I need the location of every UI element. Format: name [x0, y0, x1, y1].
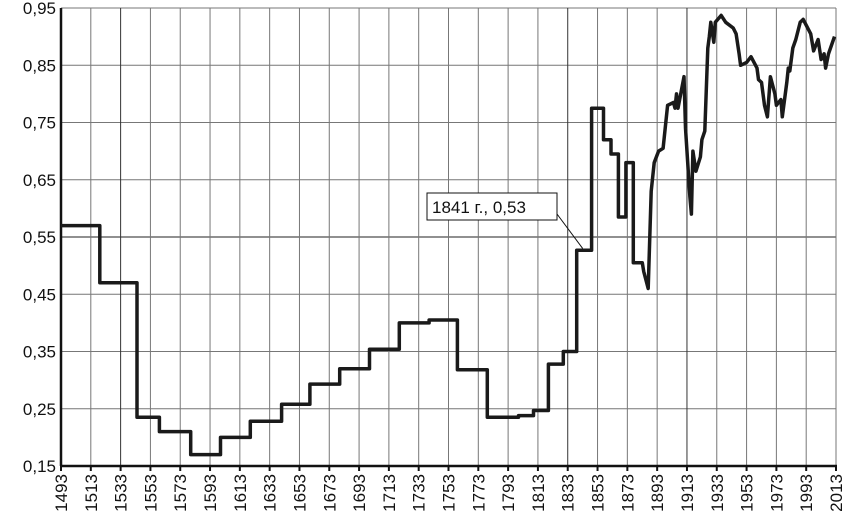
x-tick-label: 1853	[589, 474, 608, 512]
x-tick-label: 1793	[499, 474, 518, 512]
x-tick-label: 1913	[678, 474, 697, 512]
x-tick-label: 1893	[648, 474, 667, 512]
annotation-leader-line	[556, 213, 584, 249]
x-tick-label: 1733	[410, 474, 429, 512]
x-tick-label: 1933	[708, 474, 727, 512]
x-tick-label: 1773	[469, 474, 488, 512]
x-tick-label: 1513	[82, 474, 101, 512]
grid	[60, 7, 837, 467]
y-tick-label: 0,95	[23, 0, 56, 18]
x-tick-label: 1653	[290, 474, 309, 512]
y-tick-label: 0,75	[23, 114, 56, 133]
x-tick-label: 1553	[141, 474, 160, 512]
x-tick-label: 1713	[380, 474, 399, 512]
x-tick-label: 1633	[261, 474, 280, 512]
y-tick-label: 0,25	[23, 400, 56, 419]
x-tick-label: 1593	[201, 474, 220, 512]
x-tick-label: 1953	[738, 474, 757, 512]
x-tick-label: 1533	[112, 474, 131, 512]
x-tick-label: 1873	[618, 474, 637, 512]
y-tick-label: 0,85	[23, 56, 56, 75]
x-tick-label: 2013	[827, 474, 842, 512]
annotation: 1841 г., 0,53	[426, 192, 584, 249]
x-tick-labels: 1493 1513 1533 1553 1573 1593 1613 1633 1653 1673…	[52, 474, 842, 512]
x-tick-label: 1613	[231, 474, 250, 512]
x-tick-label: 1493	[52, 474, 71, 512]
x-tick-label: 1673	[320, 474, 339, 512]
y-tick-label: 0,45	[23, 285, 56, 304]
y-tick-label: 0,65	[23, 171, 56, 190]
y-tick-label: 0,15	[23, 457, 56, 476]
x-tick-label: 1833	[559, 474, 578, 512]
y-tick-labels: 0,15 0,25 0,35 0,45 0,55 0,65 0,75 0,85 0,95	[23, 0, 56, 476]
x-tick-label: 1573	[171, 474, 190, 512]
annotation-label: 1841 г., 0,53	[432, 198, 526, 217]
series-line	[61, 13, 837, 457]
annotation-box	[426, 192, 558, 221]
x-tick-label: 1813	[529, 474, 548, 512]
x-tick-label: 1693	[350, 474, 369, 512]
y-tick-label: 0,35	[23, 343, 56, 362]
y-tick-label: 0,55	[23, 228, 56, 247]
x-tick-label: 1753	[440, 474, 459, 512]
axes	[59, 8, 837, 471]
x-tick-label: 1993	[797, 474, 816, 512]
x-tick-label: 1973	[767, 474, 786, 512]
